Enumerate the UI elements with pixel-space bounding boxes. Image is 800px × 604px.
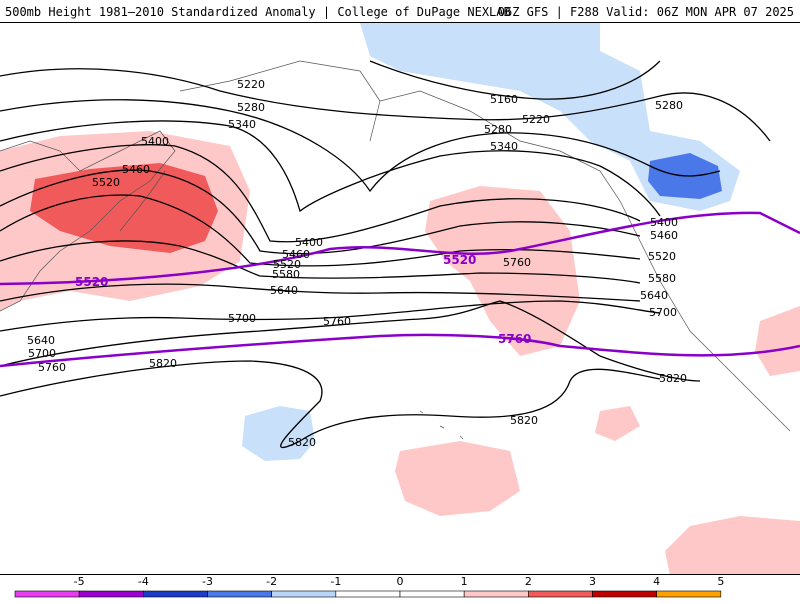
contour-label: 5340 <box>490 140 518 153</box>
contour-label: 5220 <box>522 113 550 126</box>
legend-tick-label: -3 <box>202 575 213 588</box>
contour-5760 <box>0 300 701 382</box>
contour-label: 5760 <box>503 256 531 269</box>
contour-5820 <box>0 360 661 449</box>
contour-label: 5820 <box>149 357 177 370</box>
contour-label: 5580 <box>272 268 300 281</box>
reference-contour-5760 <box>0 333 800 368</box>
legend-bar: -5 -4 -3 -2 -1 0 1 2 3 4 5 <box>14 575 725 598</box>
legend-tick-label: 4 <box>653 575 660 588</box>
alaska-coastline <box>379 90 791 432</box>
reference-label-5760: 5760 <box>498 332 531 346</box>
contour-label: 5400 <box>295 236 323 249</box>
legend-tick-label: 2 <box>525 575 532 588</box>
legend-swatch <box>78 590 144 598</box>
contour-label: 5700 <box>28 347 56 360</box>
legend-swatch <box>463 590 529 598</box>
strong-positive-anomaly-area <box>30 163 218 253</box>
contour-label: 5520 <box>648 250 676 263</box>
legend-swatch <box>592 590 657 598</box>
contour-label: 5220 <box>237 78 265 91</box>
reference-contours <box>0 211 800 368</box>
legend-swatch <box>528 590 593 598</box>
reference-label-5520: 5520 <box>443 253 476 267</box>
contour-label: 5760 <box>38 361 66 374</box>
contour-label: 5520 <box>92 176 120 189</box>
reference-label-5520: 5520 <box>75 275 108 289</box>
contour-label: 5520 <box>273 258 301 271</box>
contour-label: 5280 <box>655 99 683 112</box>
legend-swatch <box>656 590 722 598</box>
contour-label: 5820 <box>288 436 316 449</box>
model-valid-time: 06Z GFS | F288 Valid: 06Z MON APR 07 202… <box>497 5 794 19</box>
positive-anomaly-area <box>425 186 580 356</box>
contour-label: 5400 <box>141 135 169 148</box>
legend-tick-label: -2 <box>266 575 277 588</box>
legend-swatch <box>271 590 337 598</box>
legend-ticks: -5 -4 -3 -2 -1 0 1 2 3 4 5 <box>74 575 725 588</box>
contour-label: 5280 <box>237 101 265 114</box>
legend-tick-label: 1 <box>461 575 468 588</box>
contour-label: 5820 <box>659 372 687 385</box>
contour-label: 5640 <box>640 289 668 302</box>
contour-label: 5640 <box>27 334 55 347</box>
legend-tick-label: 3 <box>589 575 596 588</box>
anomaly-shading <box>0 23 800 574</box>
contour-label: 5400 <box>650 216 678 229</box>
positive-anomaly-area <box>395 441 520 516</box>
legend-tick-label: -4 <box>138 575 149 588</box>
positive-anomaly-area <box>665 516 800 574</box>
contour-label: 5340 <box>228 118 256 131</box>
contour-label: 5460 <box>650 229 678 242</box>
legend-tick-label: 5 <box>717 575 724 588</box>
legend-swatches <box>14 590 722 598</box>
legend-swatch <box>399 590 465 598</box>
map-title: 500mb Height 1981–2010 Standardized Anom… <box>5 5 511 19</box>
contour-5580 <box>0 240 641 284</box>
positive-anomaly-area <box>755 306 800 376</box>
contour-5460 <box>0 169 641 255</box>
contour-label: 5820 <box>510 414 538 427</box>
contour-label: 5460 <box>282 248 310 261</box>
contour-5280 <box>0 99 721 193</box>
positive-anomaly-area <box>595 406 640 441</box>
map-canvas: 5160 5220 5220 5280 5280 5280 5340 5340 … <box>0 23 800 574</box>
legend-swatch <box>14 590 80 598</box>
hawaii-islands <box>419 410 464 440</box>
contour-label: 5700 <box>228 312 256 325</box>
contour-5160 <box>369 60 661 100</box>
contour-5520 <box>0 194 641 267</box>
contour-label: 5160 <box>490 93 518 106</box>
legend-tick-label: 0 <box>397 575 404 588</box>
legend-swatch <box>143 590 208 598</box>
japan-coastline <box>119 170 166 232</box>
kamchatka-coastline <box>179 60 381 142</box>
contour-5340 <box>0 120 661 217</box>
contour-label: 5460 <box>122 163 150 176</box>
legend-swatch <box>335 590 401 598</box>
legend-tick-label: -5 <box>74 575 85 588</box>
color-legend: -5 -4 -3 -2 -1 0 1 2 3 4 5 <box>0 575 800 600</box>
header: 500mb Height 1981–2010 Standardized Anom… <box>0 0 800 22</box>
height-contours <box>0 60 771 449</box>
anomaly-map: 5160 5220 5220 5280 5280 5280 5340 5340 … <box>0 22 800 575</box>
contour-label: 5280 <box>484 123 512 136</box>
legend-swatch <box>207 590 272 598</box>
reference-contour-5520 <box>0 211 800 286</box>
contour-5700 <box>0 300 661 332</box>
negative-anomaly-area <box>242 406 315 461</box>
height-contour-labels: 5160 5220 5220 5280 5280 5280 5340 5340 … <box>27 78 687 449</box>
contour-label: 5760 <box>323 315 351 328</box>
contour-5220 <box>0 68 771 142</box>
contour-label: 5580 <box>648 272 676 285</box>
contour-label: 5640 <box>270 284 298 297</box>
legend-tick-label: -1 <box>330 575 341 588</box>
contour-5640 <box>0 283 641 302</box>
reference-contour-labels: 5520 5520 5760 <box>75 253 531 346</box>
contour-5400 <box>0 144 641 243</box>
contour-label: 5700 <box>649 306 677 319</box>
